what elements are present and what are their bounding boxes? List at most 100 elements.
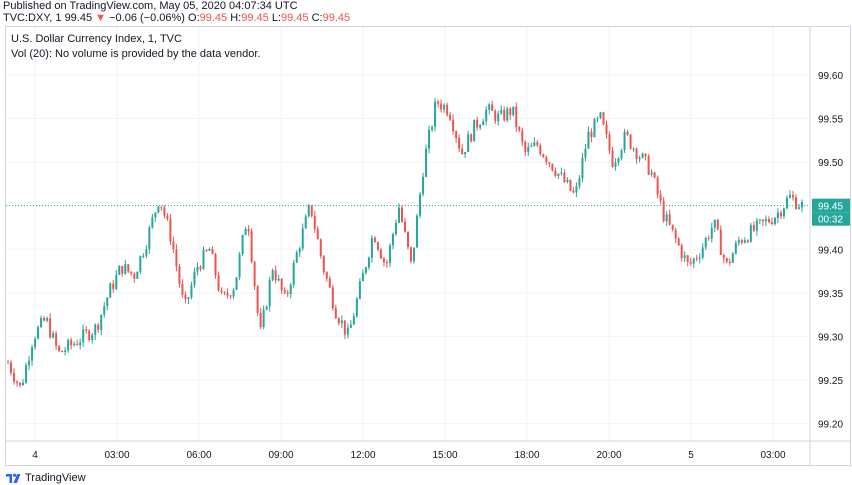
candle-body <box>443 104 446 110</box>
candle-body <box>587 131 590 149</box>
candle-body <box>701 247 704 258</box>
candle-body <box>253 261 256 287</box>
candle-body <box>343 320 346 335</box>
candle-body <box>593 119 596 138</box>
candle-body <box>229 295 232 297</box>
candle-body <box>277 278 280 281</box>
candle-body <box>151 217 154 228</box>
candle-body <box>184 294 187 300</box>
candle-body <box>181 283 184 295</box>
candle-body <box>527 146 530 153</box>
candle-body <box>142 255 145 257</box>
candle-body <box>307 205 310 217</box>
volume-note: Vol (20): No volume is provided by the d… <box>11 48 261 60</box>
candle-body <box>800 201 803 208</box>
candle-body <box>695 258 698 260</box>
change-down-icon: ▼ <box>95 12 107 24</box>
candle-body <box>680 245 683 259</box>
candle-body <box>58 345 61 351</box>
y-tick-label: 99.35 <box>818 289 843 300</box>
candle-body <box>476 119 479 128</box>
candle-body <box>376 242 379 250</box>
candle-body <box>196 266 199 272</box>
candle-body <box>782 208 785 217</box>
candle-body <box>79 342 82 345</box>
candle-body <box>773 218 776 225</box>
candle-body <box>416 215 419 248</box>
candle-body <box>313 215 316 229</box>
candle-body <box>551 163 554 171</box>
candle-body <box>331 287 334 309</box>
candle-body <box>563 172 566 183</box>
candle-body <box>265 306 268 310</box>
candle-body <box>238 254 241 278</box>
candle-body <box>97 324 100 330</box>
candle-body <box>43 317 46 321</box>
candle-body <box>355 298 358 317</box>
candle-body <box>346 327 349 335</box>
candle-body <box>731 253 734 263</box>
candle-body <box>407 231 410 248</box>
x-tick-label: 15:00 <box>432 450 457 461</box>
candle-body <box>596 117 599 120</box>
candle-body <box>247 229 250 232</box>
candle-body <box>698 257 701 259</box>
candle-body <box>548 162 551 164</box>
candle-body <box>283 290 286 293</box>
candle-body <box>328 278 331 288</box>
candle-body <box>425 148 428 177</box>
candle-body <box>316 228 319 240</box>
candle-body <box>470 134 473 142</box>
candle-body <box>394 222 397 234</box>
candle-body <box>794 197 797 209</box>
footer-brand[interactable]: TradingView <box>25 471 86 484</box>
tradingview-logo-icon[interactable] <box>6 472 22 484</box>
candle-body <box>64 350 67 353</box>
chart-frame[interactable] <box>5 26 851 466</box>
candle-body <box>758 219 761 221</box>
candle-body <box>115 274 118 290</box>
candle-body <box>25 365 28 383</box>
candle-body <box>382 258 385 263</box>
candle-body <box>710 227 713 239</box>
candle-body <box>647 156 650 175</box>
candle-body <box>373 237 376 243</box>
candle-body <box>358 281 361 299</box>
candle-body <box>289 284 292 295</box>
candle-body <box>533 142 536 146</box>
candle-body <box>214 253 217 276</box>
candle-body <box>145 249 148 256</box>
candle-body <box>379 249 382 259</box>
candle-body <box>130 271 133 274</box>
candle-body <box>304 216 307 229</box>
candle-body <box>244 229 247 236</box>
candle-body <box>464 151 467 155</box>
candle-body <box>449 114 452 120</box>
candle-body <box>686 255 689 262</box>
open-value: 99.45 <box>199 12 228 24</box>
candle-body <box>259 312 262 328</box>
y-tick-label: 99.55 <box>818 115 843 126</box>
candle-body <box>704 237 707 248</box>
candle-body <box>524 141 527 153</box>
candle-body <box>656 177 659 195</box>
candle-body <box>434 101 437 127</box>
candle-body <box>776 212 779 219</box>
y-tick-label: 99.40 <box>818 245 843 256</box>
candle-body <box>7 362 9 364</box>
candle-body <box>187 297 190 300</box>
candle-body <box>737 240 740 243</box>
quote-line: TVC:DXY, 1 99.45 ▼ −0.06 (−0.06%) O:99.4… <box>3 12 350 25</box>
x-tick-label: 20:00 <box>596 450 621 461</box>
candle-body <box>632 148 635 150</box>
candle-body <box>298 248 301 253</box>
candle-body <box>271 270 274 280</box>
candle-body <box>437 101 440 104</box>
candle-body <box>190 285 193 298</box>
candle-body <box>500 109 503 114</box>
candle-body <box>509 108 512 116</box>
candle-body <box>118 265 121 275</box>
candle-body <box>431 126 434 130</box>
candle-body <box>599 112 602 118</box>
